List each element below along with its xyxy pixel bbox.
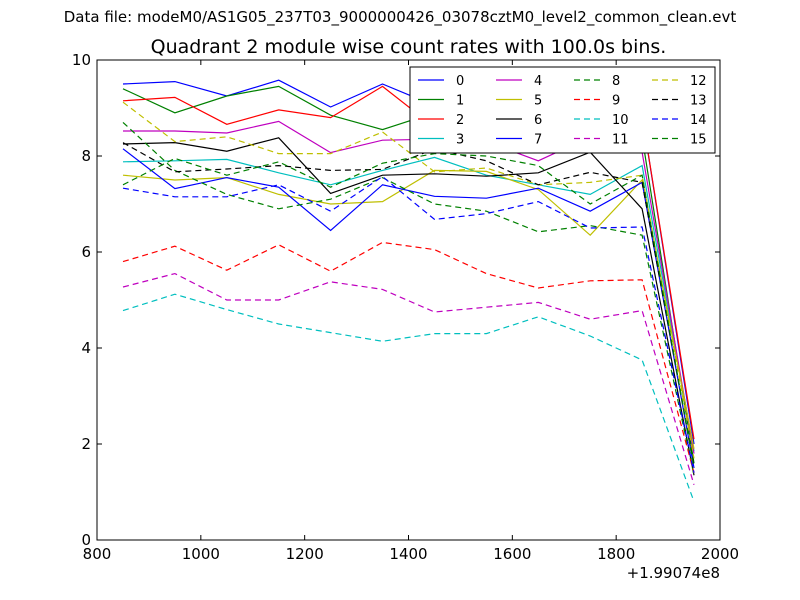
series-line-11 xyxy=(122,272,695,485)
legend-label-9: 9 xyxy=(612,94,620,109)
y-tick-label: 8 xyxy=(81,147,91,165)
x-axis-offset-label: +1.99074e8 xyxy=(627,564,720,582)
legend-label-13: 13 xyxy=(690,94,707,109)
y-tick-label: 10 xyxy=(72,51,91,69)
x-tick-label: 2000 xyxy=(701,545,739,563)
series-line-9 xyxy=(122,241,695,473)
series-line-12 xyxy=(122,101,695,459)
series-line-5 xyxy=(122,169,695,449)
x-tick-label: 1800 xyxy=(597,545,635,563)
y-tick-label: 2 xyxy=(81,435,91,453)
series-line-14 xyxy=(122,175,695,473)
series-line-6 xyxy=(122,137,695,476)
legend-label-4: 4 xyxy=(534,74,542,89)
legend-label-5: 5 xyxy=(534,94,542,109)
x-tick-label: 1200 xyxy=(286,545,324,563)
x-tick-label: 800 xyxy=(83,545,112,563)
y-tick-label: 6 xyxy=(81,243,91,261)
y-tick-label: 4 xyxy=(81,339,91,357)
legend-label-11: 11 xyxy=(612,133,629,148)
y-tick-label: 0 xyxy=(81,531,91,549)
legend-label-1: 1 xyxy=(456,94,464,109)
legend-label-14: 14 xyxy=(690,113,707,128)
legend-label-15: 15 xyxy=(690,133,707,148)
x-tick-label: 1000 xyxy=(182,545,220,563)
legend-label-0: 0 xyxy=(456,74,464,89)
legend-label-2: 2 xyxy=(456,113,464,128)
legend-label-10: 10 xyxy=(612,113,629,128)
legend-label-12: 12 xyxy=(690,74,707,89)
legend-label-7: 7 xyxy=(534,133,542,148)
series-line-3 xyxy=(122,156,695,452)
legend-label-6: 6 xyxy=(534,113,542,128)
x-tick-label: 1600 xyxy=(493,545,531,563)
x-tick-label: 1400 xyxy=(389,545,427,563)
series-line-13 xyxy=(122,142,695,466)
figure-suptitle: Data file: modeM0/AS1G05_237T03_90000004… xyxy=(63,8,737,26)
chart-title: Quadrant 2 module wise count rates with … xyxy=(150,36,667,58)
series-line-7 xyxy=(122,148,695,469)
legend-label-8: 8 xyxy=(612,74,620,89)
series-line-10 xyxy=(122,293,695,502)
series-line-15 xyxy=(122,152,695,469)
legend-label-3: 3 xyxy=(456,133,464,148)
